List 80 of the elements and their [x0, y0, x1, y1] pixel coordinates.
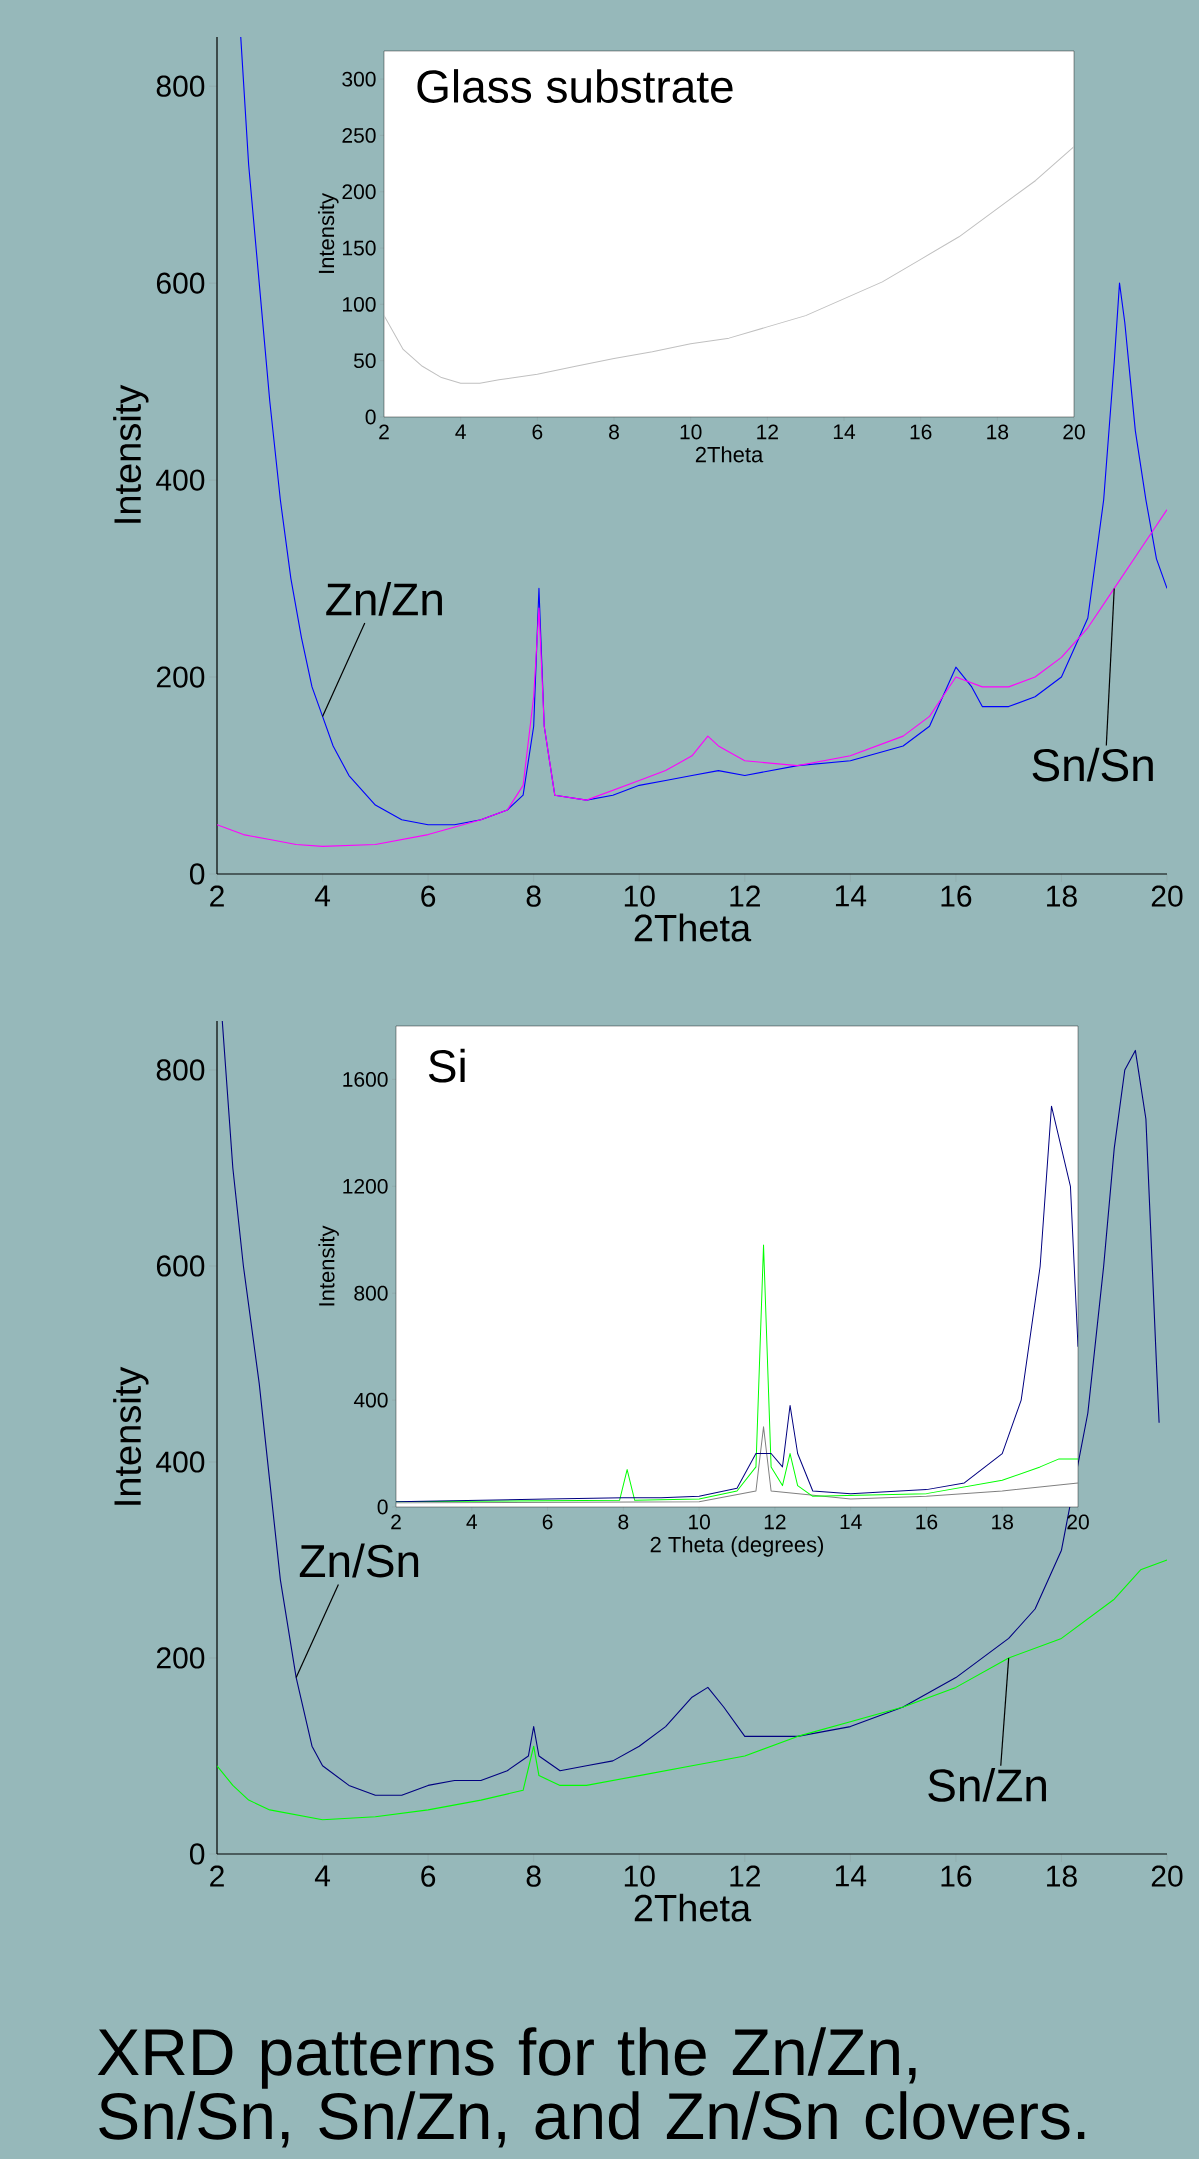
x-tick-label: 20 — [1151, 885, 1183, 907]
x-tick-label: 2 — [210, 885, 224, 907]
x-tick-label: 12 — [730, 885, 760, 907]
x-tick-label: 8 — [526, 1865, 541, 1887]
x-tick-label: 10 — [624, 1865, 655, 1887]
x-tick-label: 20 — [1067, 1514, 1089, 1530]
x-tick-label: 14 — [840, 1514, 862, 1529]
y-tick-label: 0 — [365, 409, 376, 425]
x-tick-label: 18 — [987, 424, 1009, 440]
x-tick-label: 10 — [624, 885, 655, 907]
x-tick-label: 10 — [680, 424, 702, 440]
y-tick-label: 0 — [377, 1499, 388, 1515]
y-tick-label: 0 — [189, 1843, 205, 1865]
annotation: Sn/Zn — [928, 1768, 1046, 1802]
y-tick-label: 100 — [343, 296, 376, 312]
x-tick-label: 20 — [1151, 1865, 1183, 1887]
x-tick-label: 6 — [421, 1865, 436, 1887]
x-tick-label: 2 — [210, 1865, 224, 1887]
annotation: Si — [428, 1048, 465, 1083]
y-tick-label: 600 — [156, 1255, 205, 1277]
x-tick-label: 18 — [1047, 885, 1077, 907]
x-tick-label: 4 — [314, 1865, 331, 1887]
x-tick-label: 16 — [941, 885, 972, 907]
x-tick-label: 16 — [916, 1514, 938, 1530]
y-axis-title: Intensity — [113, 384, 149, 523]
x-tick-label: 18 — [1047, 1865, 1077, 1887]
y-tick-label: 0 — [189, 863, 205, 885]
x-tick-label: 12 — [764, 1514, 786, 1530]
y-tick-label: 600 — [156, 272, 205, 294]
x-tick-label: 12 — [757, 424, 778, 440]
x-tick-label: 8 — [526, 885, 541, 907]
line-series — [396, 1426, 1079, 1504]
y-tick-label: 800 — [156, 75, 205, 97]
y-axis-title: Intensity — [113, 1366, 149, 1505]
x-tick-label: 4 — [455, 424, 466, 439]
y-tick-label: 1200 — [343, 1178, 388, 1194]
annotation: Zn/Zn — [326, 581, 442, 616]
x-tick-label: 6 — [542, 1514, 553, 1530]
annotation: Sn/Sn — [1032, 747, 1153, 782]
x-tick-label: 4 — [314, 885, 331, 907]
y-tick-label: 50 — [353, 353, 376, 369]
annotation: Glass substrate — [417, 69, 733, 103]
x-tick-label: 16 — [910, 424, 932, 440]
x-tick-label: 6 — [421, 885, 436, 907]
y-tick-label: 800 — [156, 1059, 205, 1081]
x-tick-label: 14 — [835, 1865, 867, 1887]
x-tick-label: 20 — [1063, 424, 1085, 440]
y-tick-label: 300 — [342, 71, 376, 87]
x-tick-label: 2 — [379, 424, 389, 440]
y-tick-label: 250 — [342, 128, 376, 143]
text: XRD patterns for the Zn/Zn, Sn/Sn, Sn/Zn, and Zn/Sn clovers. — [97, 2027, 1085, 2148]
x-tick-label: 2 — [391, 1514, 401, 1530]
y-tick-label: 200 — [156, 666, 205, 688]
y-tick-label: 400 — [353, 1392, 388, 1408]
x-axis-title: 2 Theta (degrees) — [650, 1536, 824, 1557]
y-tick-label: 1600 — [343, 1072, 388, 1087]
x-tick-label: 14 — [835, 885, 867, 907]
x-tick-label: 18 — [992, 1514, 1013, 1530]
y-tick-label: 400 — [156, 1451, 205, 1473]
y-axis-title: Intensity — [318, 193, 339, 273]
x-tick-label: 10 — [689, 1514, 710, 1530]
y-tick-label: 200 — [342, 184, 376, 200]
y-tick-label: 400 — [156, 469, 205, 491]
x-tick-label: 6 — [532, 424, 543, 440]
x-tick-label: 14 — [833, 424, 856, 439]
line-series — [240, 36, 1168, 826]
x-tick-label: 12 — [730, 1865, 760, 1887]
y-tick-label: 800 — [354, 1285, 388, 1301]
x-tick-label: 4 — [466, 1514, 477, 1529]
x-axis-title: 2Theta — [634, 913, 752, 942]
x-tick-label: 8 — [609, 424, 619, 440]
y-axis-title: Intensity — [318, 1225, 339, 1306]
y-tick-label: 150 — [343, 240, 376, 256]
y-tick-label: 200 — [156, 1647, 205, 1669]
x-axis-title: 2Theta — [695, 446, 764, 463]
line-series — [217, 509, 1168, 847]
x-axis-title: 2Theta — [634, 1893, 752, 1922]
x-tick-label: 8 — [618, 1514, 629, 1530]
x-tick-label: 16 — [941, 1865, 972, 1887]
annotation: Zn/Sn — [299, 1543, 419, 1578]
